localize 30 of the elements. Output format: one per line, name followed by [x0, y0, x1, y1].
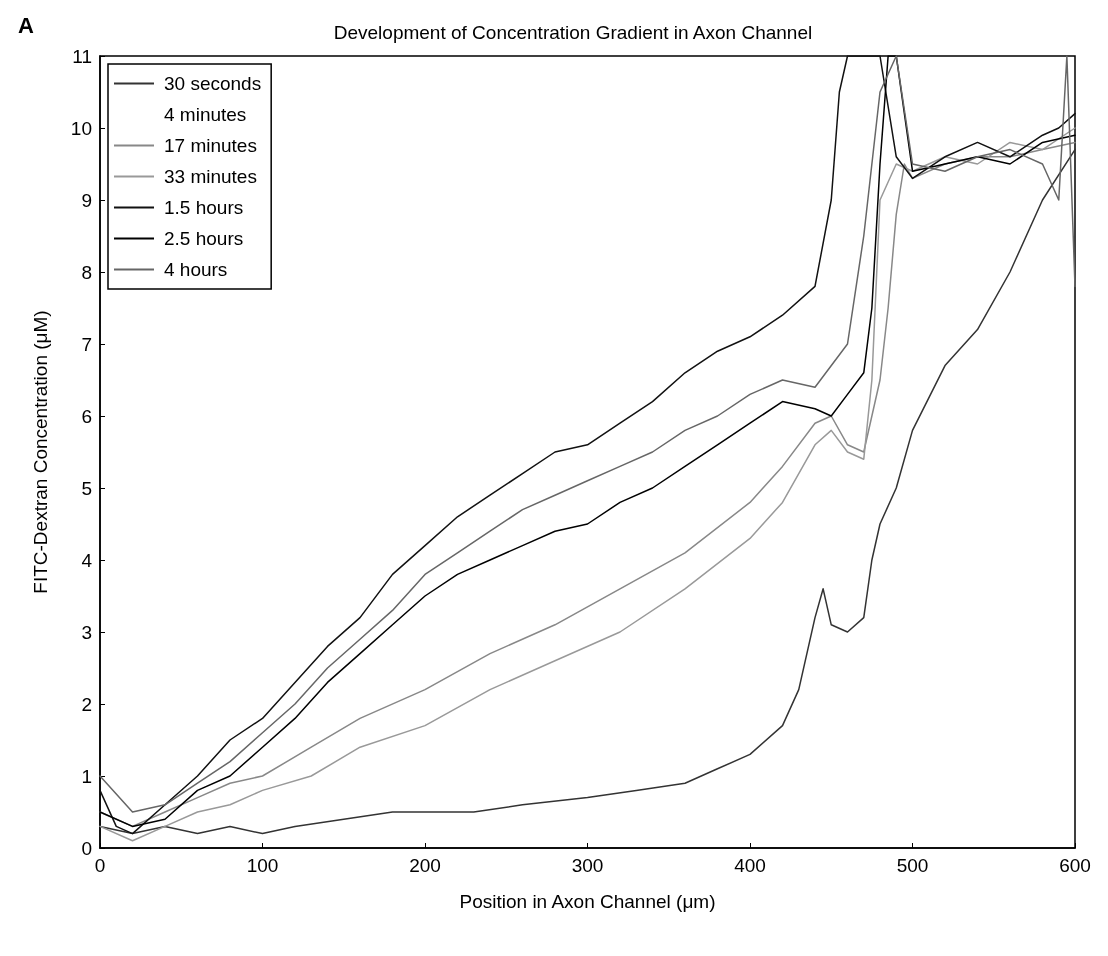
y-axis-title: FITC-Dextran Concentration (μM) — [30, 310, 51, 594]
legend-label: 33 minutes — [164, 166, 257, 187]
y-tick-label: 1 — [81, 765, 92, 787]
chart-title: Development of Concentration Gradient in Axon Channel — [333, 22, 813, 43]
y-tick-label: 2 — [81, 693, 92, 715]
x-tick-label: 100 — [246, 855, 279, 876]
y-tick-label: 4 — [81, 549, 93, 571]
x-tick-label: 300 — [571, 855, 604, 876]
y-tick-label: 10 — [70, 117, 92, 139]
x-tick-label: 600 — [1059, 855, 1091, 876]
y-tick-label: 5 — [81, 477, 92, 499]
legend-label: 1.5 hours — [164, 197, 244, 218]
y-tick-label: 9 — [81, 189, 92, 211]
legend-label: 2.5 hours — [164, 228, 244, 249]
x-tick-label: 500 — [896, 855, 929, 876]
y-tick-label: 0 — [81, 837, 92, 859]
y-tick-label: 7 — [81, 333, 92, 355]
x-tick-label: 400 — [734, 855, 766, 876]
y-tick-label: 8 — [81, 261, 92, 283]
legend-label: 17 minutes — [164, 135, 257, 156]
legend-label: 4 hours — [164, 259, 228, 280]
legend-label: 30 seconds — [164, 73, 262, 94]
x-tick-label: 200 — [409, 855, 441, 876]
y-tick-label: 3 — [81, 621, 92, 643]
y-tick-label: 11 — [72, 45, 92, 67]
text: A — [18, 12, 34, 38]
text: 4 minutes — [164, 104, 247, 125]
y-tick-label: 6 — [81, 405, 92, 427]
x-axis-title: Position in Axon Channel (μm) — [459, 891, 716, 912]
x-tick-label: 0 — [94, 855, 106, 876]
